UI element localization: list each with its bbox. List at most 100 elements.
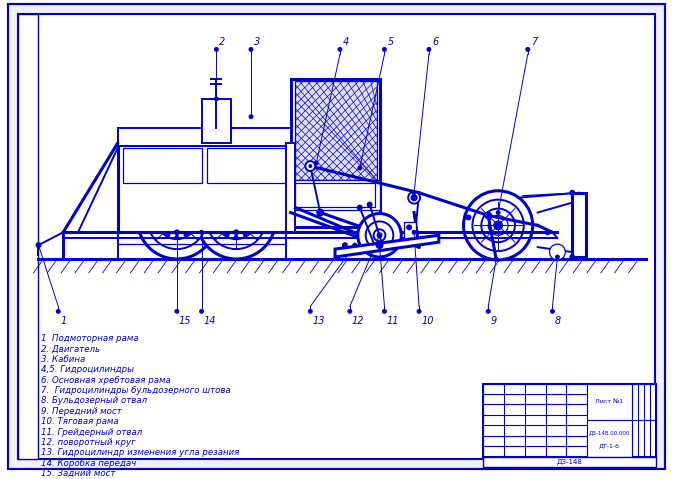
Text: 5: 5 <box>388 37 394 47</box>
Text: ДТ-1-б: ДТ-1-б <box>599 443 620 448</box>
Bar <box>483 456 656 467</box>
Circle shape <box>493 256 499 262</box>
Circle shape <box>358 214 401 257</box>
Circle shape <box>367 202 373 207</box>
Text: 1  Подмоторная рама: 1 Подмоторная рама <box>42 334 139 343</box>
Circle shape <box>570 254 575 260</box>
Circle shape <box>472 200 524 251</box>
Text: 13: 13 <box>312 316 325 326</box>
Text: 2. Двигатель: 2. Двигатель <box>42 344 100 354</box>
Circle shape <box>466 215 471 220</box>
Circle shape <box>373 229 386 241</box>
Circle shape <box>36 243 41 248</box>
Bar <box>206 148 286 183</box>
Text: 3: 3 <box>254 37 260 47</box>
Circle shape <box>225 233 229 237</box>
Circle shape <box>160 227 163 230</box>
Text: 15: 15 <box>179 316 191 326</box>
Text: 6. Основная хребтовая рама: 6. Основная хребтовая рама <box>42 376 171 385</box>
Bar <box>572 193 586 257</box>
Text: Лист №1: Лист №1 <box>595 399 623 404</box>
Circle shape <box>249 114 253 119</box>
Circle shape <box>174 229 180 235</box>
Circle shape <box>427 47 431 52</box>
Circle shape <box>545 229 551 235</box>
Circle shape <box>342 242 348 248</box>
Circle shape <box>206 190 266 249</box>
Circle shape <box>382 309 387 314</box>
Text: 12: 12 <box>352 316 365 326</box>
Bar <box>483 384 656 456</box>
Text: 4: 4 <box>343 37 349 47</box>
Circle shape <box>137 180 216 259</box>
Text: 8: 8 <box>555 316 561 326</box>
Circle shape <box>243 233 247 237</box>
Circle shape <box>525 47 530 52</box>
Bar <box>117 128 290 146</box>
Text: 6: 6 <box>432 37 438 47</box>
Circle shape <box>406 224 412 230</box>
Circle shape <box>308 309 313 314</box>
Bar <box>290 79 379 228</box>
Circle shape <box>555 254 560 260</box>
Circle shape <box>549 244 565 260</box>
Bar <box>286 143 295 232</box>
Text: 1: 1 <box>60 316 67 326</box>
Circle shape <box>314 160 319 166</box>
Circle shape <box>357 166 362 171</box>
Bar <box>295 183 375 206</box>
Circle shape <box>199 309 204 314</box>
Bar <box>295 81 377 180</box>
Polygon shape <box>335 235 439 257</box>
Circle shape <box>197 180 276 259</box>
Text: 14: 14 <box>204 316 216 326</box>
Circle shape <box>375 241 384 249</box>
Text: 13. Гидроцилиндр изменения угла резания: 13. Гидроцилиндр изменения угла резания <box>42 448 240 457</box>
Circle shape <box>175 230 179 235</box>
Circle shape <box>36 242 42 248</box>
Circle shape <box>338 47 342 52</box>
Text: 11: 11 <box>386 316 399 326</box>
Text: 10: 10 <box>421 316 433 326</box>
Circle shape <box>411 195 417 201</box>
Text: 9. Передний мост: 9. Передний мост <box>42 407 122 416</box>
Text: 9: 9 <box>490 316 497 326</box>
Text: 7.  Гидроцилиндры бульдозерного штова: 7. Гидроцилиндры бульдозерного штова <box>42 386 231 395</box>
Circle shape <box>417 309 421 314</box>
Circle shape <box>353 243 357 248</box>
Circle shape <box>175 235 179 239</box>
Circle shape <box>377 232 382 238</box>
Text: 3. Кабина: 3. Кабина <box>42 355 86 364</box>
Circle shape <box>316 208 324 217</box>
Circle shape <box>234 235 238 239</box>
Bar <box>587 384 632 420</box>
Text: 14. Коробка передач: 14. Коробка передач <box>42 458 137 468</box>
Text: 8. Бульдозерный отвал: 8. Бульдозерный отвал <box>42 396 148 405</box>
Circle shape <box>166 233 170 237</box>
Circle shape <box>366 221 394 249</box>
Circle shape <box>216 200 256 239</box>
Text: 7: 7 <box>530 37 537 47</box>
Circle shape <box>494 221 502 229</box>
Circle shape <box>193 217 197 221</box>
Circle shape <box>412 190 417 195</box>
Circle shape <box>252 217 256 221</box>
Circle shape <box>147 190 206 249</box>
Circle shape <box>172 215 182 224</box>
Text: ДЗ-148.00.000: ДЗ-148.00.000 <box>588 430 630 434</box>
Circle shape <box>308 164 312 168</box>
Circle shape <box>464 191 532 260</box>
Bar <box>202 99 231 143</box>
Circle shape <box>219 227 222 230</box>
Bar <box>587 420 632 456</box>
Circle shape <box>224 207 248 231</box>
Text: 10. Тяговая рама: 10. Тяговая рама <box>42 417 119 426</box>
Circle shape <box>382 47 387 52</box>
Circle shape <box>357 205 363 211</box>
Circle shape <box>408 192 420 204</box>
Circle shape <box>570 190 575 196</box>
Text: 12. поворотный круг: 12. поворотный круг <box>42 438 136 447</box>
Circle shape <box>175 309 179 314</box>
Circle shape <box>233 229 239 235</box>
Circle shape <box>190 227 194 230</box>
